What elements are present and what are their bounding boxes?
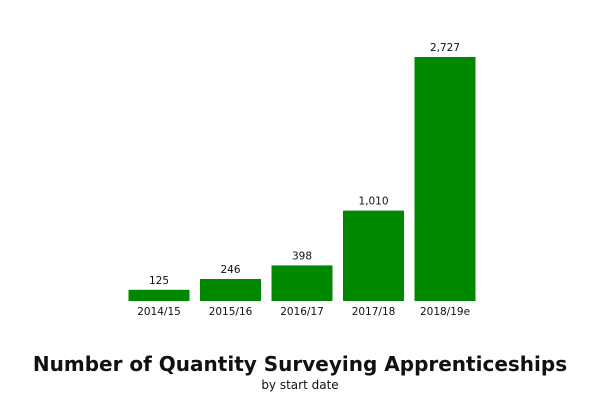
value-label-2015/16: 246: [220, 264, 240, 276]
bar-2014/15: [128, 289, 190, 301]
value-label-2014/15: 125: [149, 275, 169, 287]
bar-2017/18: [343, 210, 404, 301]
value-label-2018/19e: 2,727: [430, 42, 460, 54]
bar-2018/19e: [414, 57, 476, 301]
x-tick-label-2017/18: 2017/18: [352, 306, 396, 318]
bar-2015/16: [200, 279, 261, 301]
chart-title: Number of Quantity Surveying Apprentices…: [32, 352, 568, 376]
bar-2016/17: [271, 265, 333, 301]
bars: [128, 57, 476, 301]
value-label-2017/18: 1,010: [358, 196, 388, 208]
x-tick-label-2015/16: 2015/16: [209, 306, 253, 318]
x-tick-label-2018/19e: 2018/19e: [420, 306, 470, 318]
x-axis-tick-labels: 2014/15 2015/16 2016/17 2017/18 2018/19e: [137, 306, 470, 318]
chart-subtitle: by start date: [261, 378, 339, 392]
value-label-2016/17: 398: [292, 250, 312, 262]
value-labels: 125 246 398 1,010 2,727: [149, 42, 460, 287]
x-tick-label-2016/17: 2016/17: [280, 306, 324, 318]
x-tick-label-2014/15: 2014/15: [137, 306, 181, 318]
